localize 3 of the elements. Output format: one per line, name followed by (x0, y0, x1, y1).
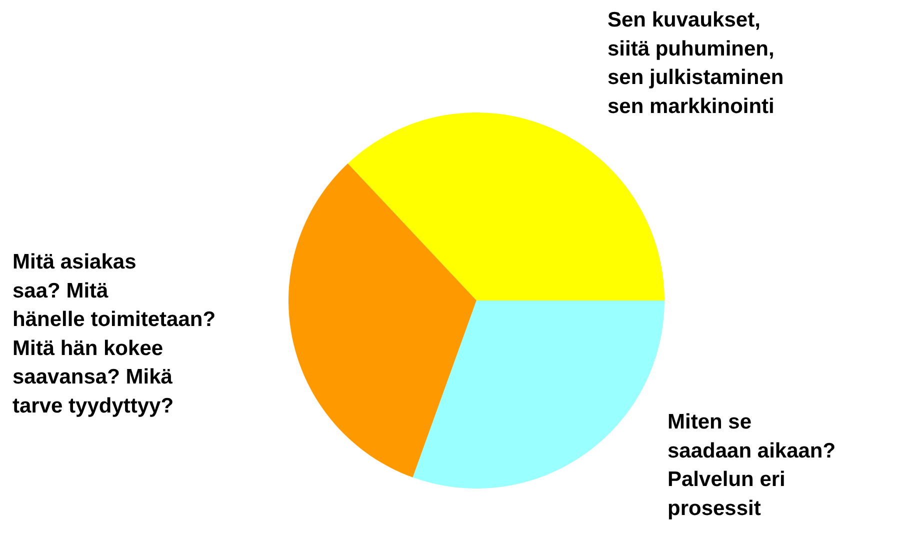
slice-label: Mitä asiakas saa? Mitä hänelle toimitetaan? Mitä hän kokee saavansa? Mikä tarve tyydyttyy? (12, 250, 216, 418)
slice-label: Miten se saadaan aikaan? Palvelun eri prosessit (668, 410, 836, 520)
slice-label: Sen kuvaukset, siitä puhuminen, sen julkistaminen sen markkinointi (608, 8, 784, 118)
